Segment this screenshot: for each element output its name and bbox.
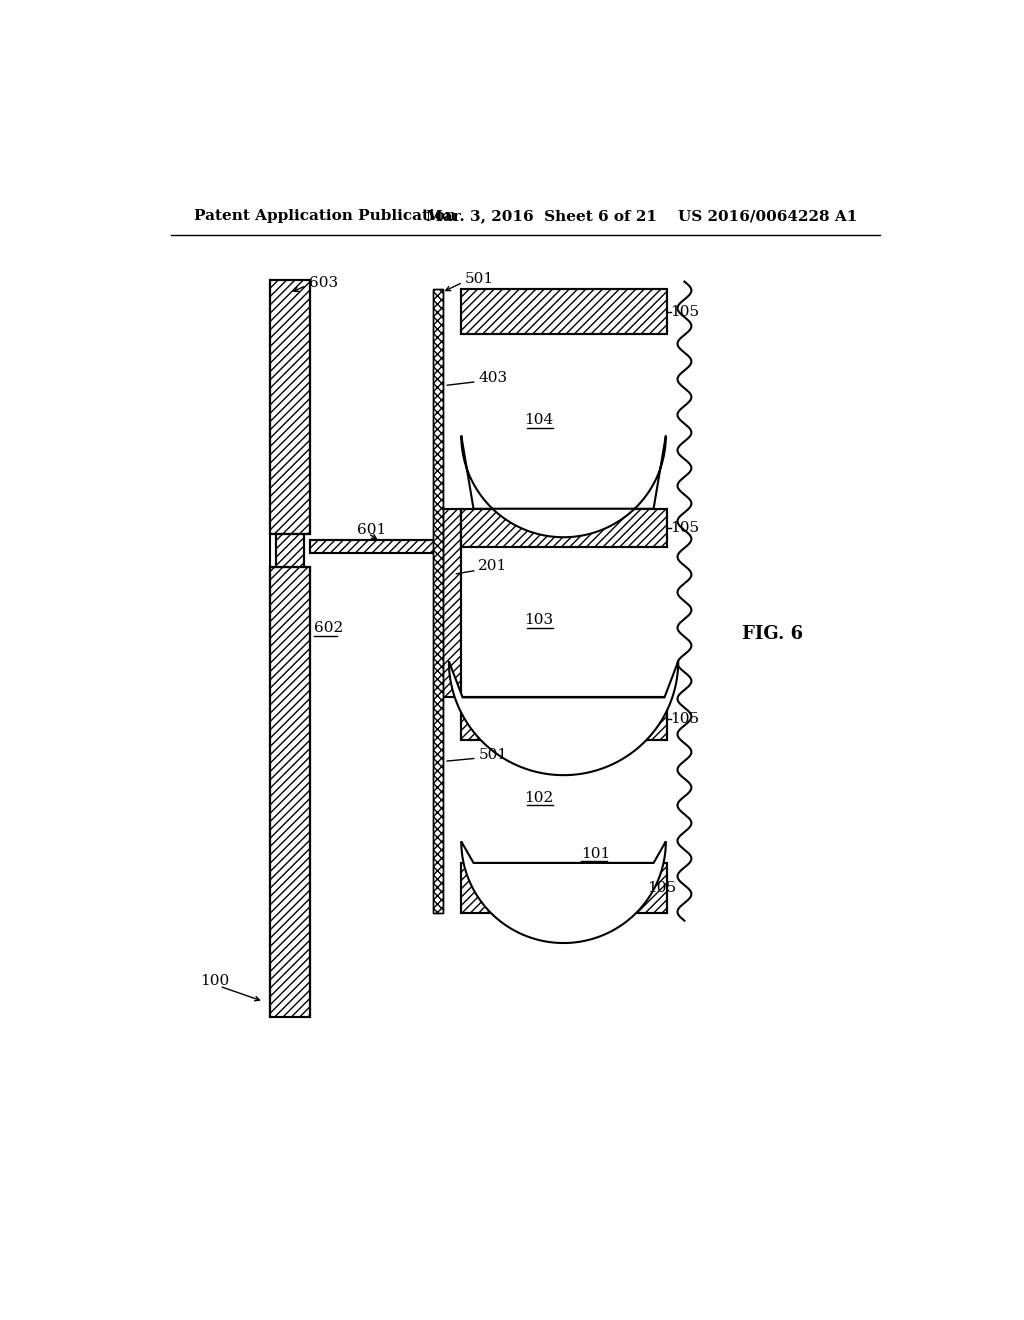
Text: 105: 105 (647, 882, 677, 895)
Polygon shape (461, 841, 666, 942)
Bar (276, 535, 304, 566)
Text: 104: 104 (524, 413, 553, 428)
Bar (433, 289, 442, 913)
Bar (433, 289, 442, 913)
Bar (276, 535, 304, 566)
Text: 103: 103 (524, 614, 553, 627)
Bar (461, 697, 667, 739)
Polygon shape (449, 661, 678, 775)
Bar (461, 697, 667, 739)
Bar (270, 280, 310, 535)
Polygon shape (461, 436, 666, 537)
Bar (461, 863, 667, 913)
Text: US 2016/0064228 A1: US 2016/0064228 A1 (678, 209, 858, 223)
Bar (442, 508, 461, 697)
Bar (461, 508, 667, 548)
Bar (310, 540, 442, 553)
Text: 105: 105 (671, 711, 699, 726)
Bar (270, 566, 310, 1016)
Text: 601: 601 (357, 523, 387, 536)
Bar (461, 289, 667, 334)
Text: 501: 501 (465, 272, 495, 286)
Bar (461, 508, 667, 548)
Text: 105: 105 (671, 305, 699, 319)
Text: 602: 602 (314, 622, 343, 635)
Text: Patent Application Publication: Patent Application Publication (194, 209, 456, 223)
Bar (270, 280, 310, 535)
Text: 105: 105 (671, 521, 699, 535)
Text: FIG. 6: FIG. 6 (741, 626, 803, 643)
Text: 403: 403 (478, 371, 508, 385)
Text: 101: 101 (582, 846, 610, 861)
Bar (442, 508, 461, 697)
Bar (461, 863, 667, 913)
Text: 501: 501 (478, 748, 508, 762)
Bar (461, 289, 667, 334)
Text: 603: 603 (308, 276, 338, 290)
Bar (310, 540, 442, 553)
Text: Mar. 3, 2016  Sheet 6 of 21: Mar. 3, 2016 Sheet 6 of 21 (426, 209, 657, 223)
Text: 102: 102 (524, 791, 553, 804)
Text: 201: 201 (478, 560, 508, 573)
Bar (270, 566, 310, 1016)
Text: 100: 100 (200, 974, 229, 987)
